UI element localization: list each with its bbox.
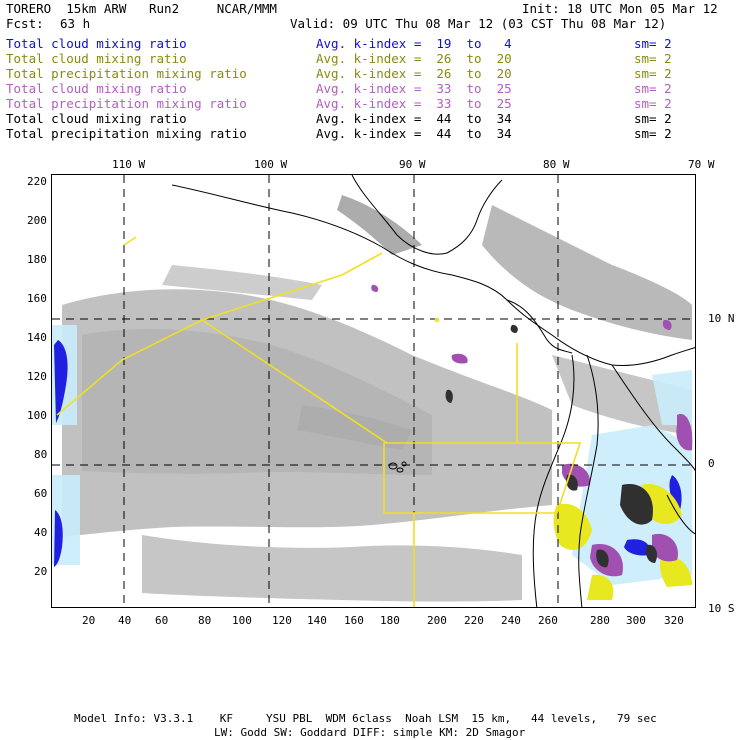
legend-field: Total cloud mixing ratio bbox=[6, 81, 187, 96]
fcst-value: 63 h bbox=[60, 16, 91, 31]
x-tick: 120 bbox=[272, 614, 292, 627]
y-tick: 200 bbox=[27, 214, 47, 227]
legend-field: Total precipitation mixing ratio bbox=[6, 96, 247, 111]
legend-field: Total cloud mixing ratio bbox=[6, 111, 187, 126]
y-tick: 60 bbox=[34, 487, 48, 500]
lon-label: 70 W bbox=[688, 158, 715, 171]
legend-sm: sm= 2 bbox=[634, 111, 672, 126]
x-tick: 220 bbox=[464, 614, 484, 627]
model-info-line2: LW: Godd SW: Goddard DIFF: simple KM: 2D… bbox=[214, 726, 526, 739]
legend-sm: sm= 2 bbox=[634, 36, 672, 51]
lon-label: 90 W bbox=[399, 158, 426, 171]
x-tick: 180 bbox=[380, 614, 400, 627]
legend-sm: sm= 2 bbox=[634, 81, 672, 96]
map-canvas bbox=[52, 175, 695, 607]
domain-boundaries bbox=[56, 236, 582, 607]
y-tick: 100 bbox=[27, 409, 47, 422]
legend-field: Total cloud mixing ratio bbox=[6, 51, 187, 66]
legend-field: Total cloud mixing ratio bbox=[6, 36, 187, 51]
x-tick: 320 bbox=[664, 614, 684, 627]
legend-sm: sm= 2 bbox=[634, 66, 672, 81]
lon-label: 80 W bbox=[543, 158, 570, 171]
y-tick: 40 bbox=[34, 526, 48, 539]
legend-kindex: Avg. k-index = 19 to 4 bbox=[316, 36, 512, 51]
y-tick: 80 bbox=[34, 448, 48, 461]
x-tick: 240 bbox=[501, 614, 521, 627]
legend-sm: sm= 2 bbox=[634, 126, 672, 141]
x-tick: 260 bbox=[538, 614, 558, 627]
legend-kindex: Avg. k-index = 33 to 25 bbox=[316, 81, 512, 96]
legend-kindex: Avg. k-index = 44 to 34 bbox=[316, 111, 512, 126]
coastlines bbox=[171, 175, 695, 607]
cloud-field bbox=[62, 195, 692, 602]
x-tick: 160 bbox=[344, 614, 364, 627]
lon-label: 110 W bbox=[112, 158, 146, 171]
y-tick: 220 bbox=[27, 175, 47, 188]
x-tick: 280 bbox=[590, 614, 610, 627]
legend-field: Total precipitation mixing ratio bbox=[6, 126, 247, 141]
legend-kindex: Avg. k-index = 26 to 20 bbox=[316, 66, 512, 81]
init-time: Init: 18 UTC Mon 05 Mar 12 bbox=[522, 1, 718, 16]
x-tick: 40 bbox=[118, 614, 132, 627]
x-tick: 300 bbox=[626, 614, 646, 627]
y-tick: 120 bbox=[27, 370, 47, 383]
legend-field: Total precipitation mixing ratio bbox=[6, 66, 247, 81]
model-id: TORERO 15km ARW Run2 NCAR/MMM bbox=[6, 1, 277, 16]
galapagos-islands bbox=[388, 461, 407, 473]
lat-label: 10 S bbox=[708, 602, 735, 615]
y-tick: 180 bbox=[27, 253, 47, 266]
graticule bbox=[52, 175, 695, 607]
legend-kindex: Avg. k-index = 33 to 25 bbox=[316, 96, 512, 111]
y-tick: 20 bbox=[34, 565, 48, 578]
x-tick: 80 bbox=[198, 614, 212, 627]
lat-label: 0 bbox=[708, 457, 715, 470]
legend-kindex: Avg. k-index = 26 to 20 bbox=[316, 51, 512, 66]
legend-sm: sm= 2 bbox=[634, 96, 672, 111]
map-panel bbox=[51, 174, 696, 608]
legend-kindex: Avg. k-index = 44 to 34 bbox=[316, 126, 512, 141]
lat-label: 10 N bbox=[708, 312, 735, 325]
model-info-line1: Model Info: V3.3.1 KF YSU PBL WDM 6class… bbox=[74, 712, 657, 725]
blue-areas bbox=[54, 340, 682, 567]
fcst-label: Fcst: bbox=[6, 16, 44, 31]
x-tick: 140 bbox=[307, 614, 327, 627]
y-tick: 160 bbox=[27, 292, 47, 305]
x-tick: 60 bbox=[155, 614, 169, 627]
legend-sm: sm= 2 bbox=[634, 51, 672, 66]
lon-label: 100 W bbox=[254, 158, 288, 171]
x-tick: 20 bbox=[82, 614, 96, 627]
y-tick: 140 bbox=[27, 331, 47, 344]
x-tick: 100 bbox=[232, 614, 252, 627]
valid-time: Valid: 09 UTC Thu 08 Mar 12 (03 CST Thu … bbox=[290, 16, 667, 31]
x-tick: 200 bbox=[427, 614, 447, 627]
